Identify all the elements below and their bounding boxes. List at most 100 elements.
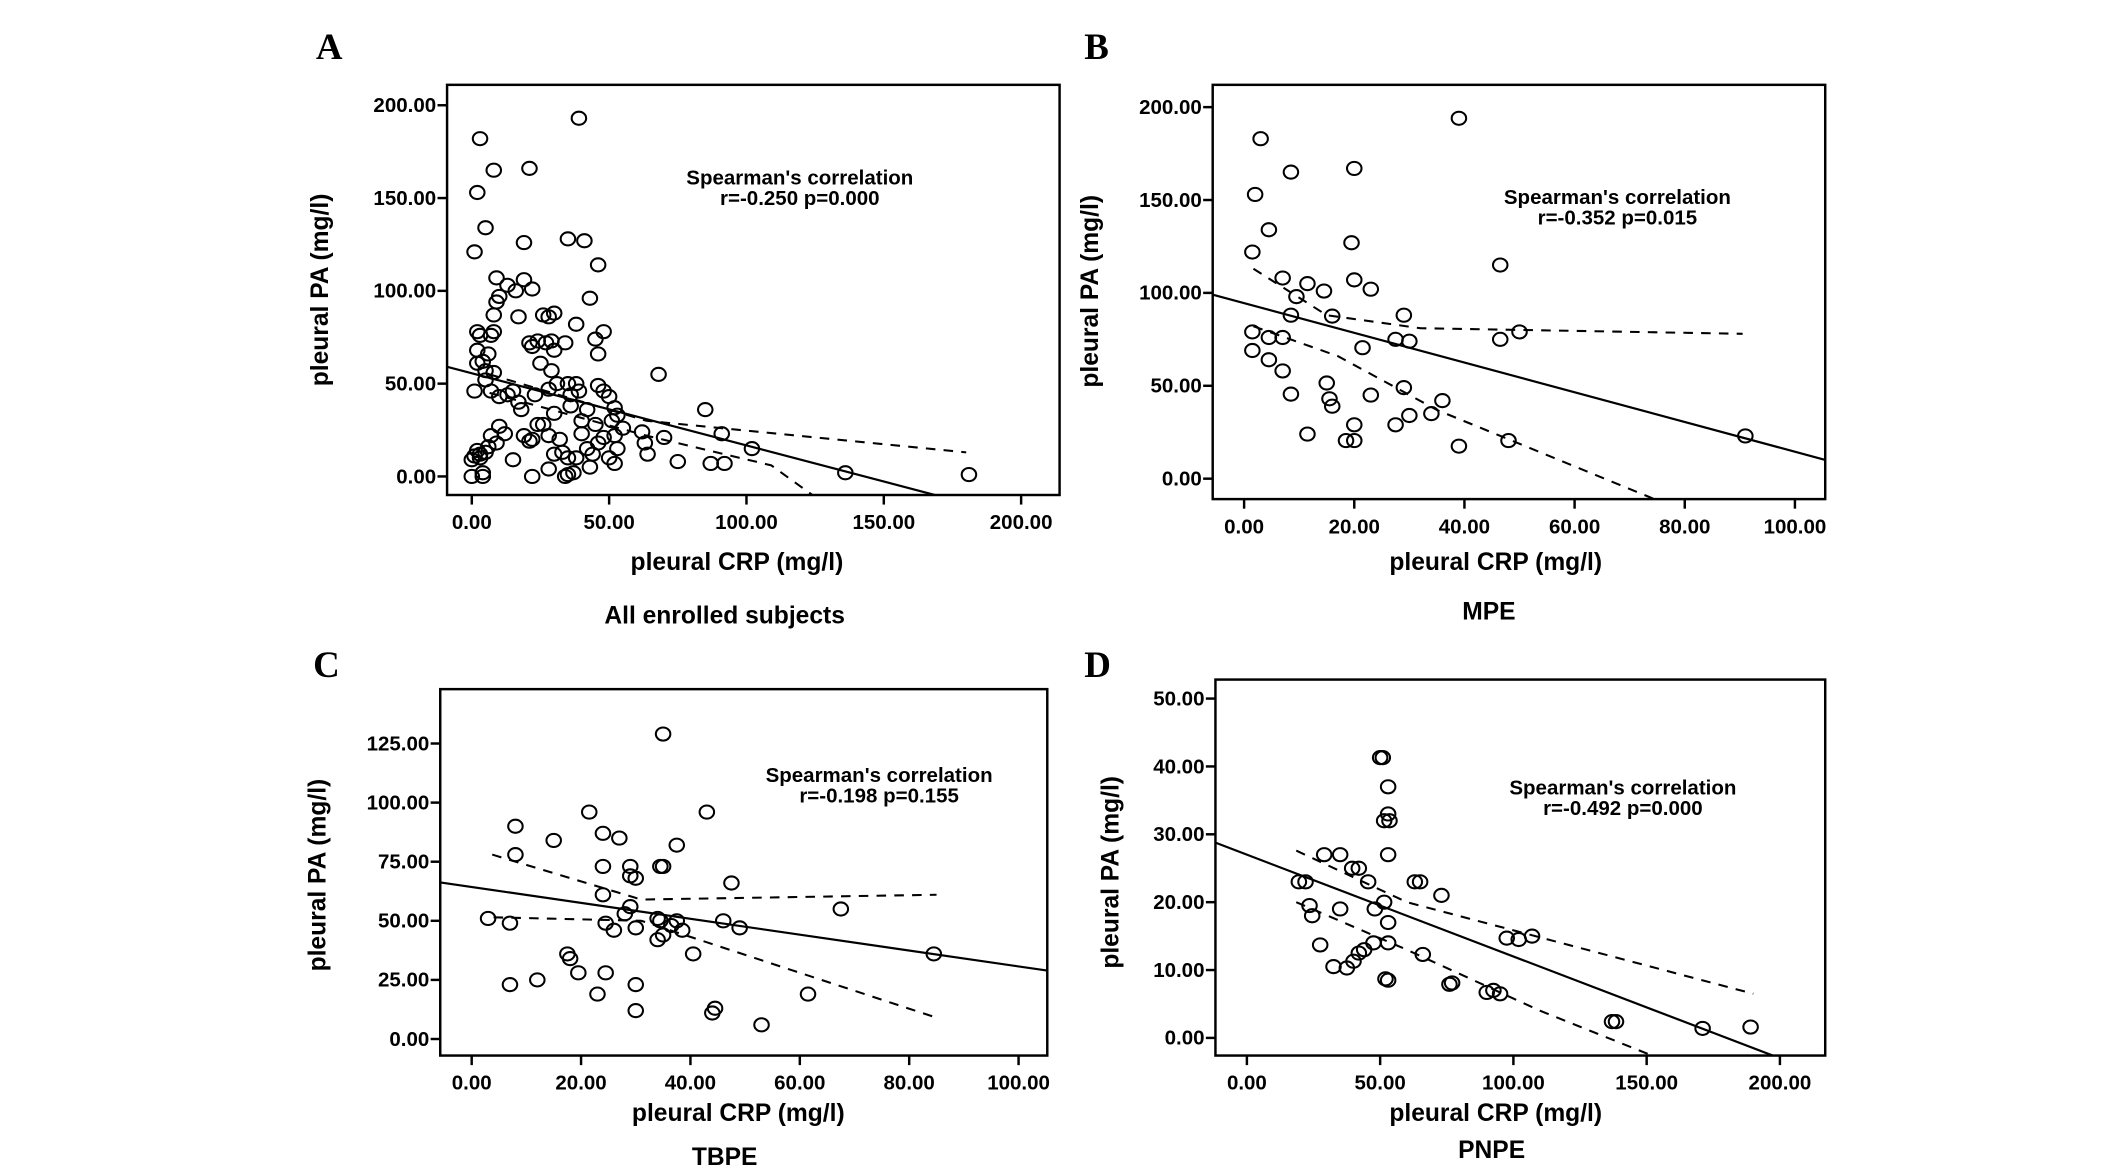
data-point — [1411, 874, 1429, 890]
data-point — [469, 184, 486, 201]
data-point — [485, 307, 503, 323]
data-point — [1321, 391, 1338, 407]
panel-letter: A — [316, 26, 343, 67]
data-point — [523, 281, 541, 297]
data-point — [1345, 272, 1363, 288]
plot-frame — [1211, 83, 1827, 501]
confidence-band-upper — [491, 853, 937, 901]
data-point — [545, 305, 563, 321]
data-point — [1323, 398, 1341, 414]
data-point — [1325, 959, 1342, 975]
data-point — [627, 977, 645, 993]
data-point — [463, 452, 481, 468]
y-tick-label: 50.00 — [1150, 375, 1201, 398]
data-point — [799, 986, 817, 1002]
x-axis-label: pleural CRP (mg/l) — [631, 549, 844, 576]
data-point — [669, 454, 687, 470]
regression-line — [1215, 841, 1776, 1056]
data-point — [521, 160, 538, 176]
y-tick-label: 200.00 — [1139, 96, 1202, 119]
data-point — [1366, 901, 1384, 917]
data-point — [594, 858, 612, 875]
data-point — [496, 426, 514, 442]
data-point — [606, 455, 623, 472]
data-point — [1379, 972, 1397, 988]
data-point — [1450, 110, 1468, 126]
data-point — [1252, 131, 1269, 147]
data-point — [1500, 432, 1517, 449]
correlation-stats: r=-0.250 p=0.000 — [720, 187, 880, 210]
data-point — [507, 847, 524, 863]
y-axis-label: pleural PA (mg/l) — [1077, 195, 1104, 388]
data-point — [529, 416, 546, 433]
data-point — [562, 398, 579, 414]
data-point — [482, 327, 500, 343]
data-point — [1387, 417, 1404, 433]
data-point — [960, 466, 978, 483]
data-point — [477, 363, 494, 379]
data-point — [543, 363, 560, 379]
panel-caption: MPE — [1462, 598, 1515, 625]
data-point — [609, 441, 626, 457]
data-point — [627, 1003, 645, 1019]
data-point — [1345, 432, 1363, 449]
data-point — [606, 428, 623, 444]
data-point — [1365, 935, 1382, 951]
data-point — [597, 915, 614, 931]
data-point — [504, 452, 522, 468]
data-point — [556, 335, 574, 351]
data-point — [639, 446, 656, 462]
data-point — [540, 428, 557, 444]
data-point — [570, 383, 588, 399]
data-point — [561, 951, 579, 967]
data-point — [490, 389, 508, 405]
data-point — [521, 433, 538, 449]
y-tick-label: 150.00 — [373, 187, 436, 210]
data-point — [529, 972, 546, 988]
y-tick-label: 0.00 — [1162, 468, 1202, 491]
data-point — [925, 946, 943, 962]
data-point — [515, 272, 533, 288]
data-point — [633, 424, 651, 440]
plot-area — [1215, 750, 1776, 1056]
data-point — [1311, 937, 1329, 953]
data-point — [1290, 874, 1308, 890]
data-point — [1260, 222, 1278, 238]
x-tick-label: 40.00 — [665, 1072, 716, 1095]
x-tick-label: 0.00 — [1227, 1072, 1267, 1095]
data-point — [655, 429, 673, 446]
data-point — [603, 413, 621, 429]
data-point — [510, 394, 527, 410]
data-point — [559, 376, 577, 392]
data-point — [605, 922, 623, 938]
correlation-stats: r=-0.352 p=0.015 — [1538, 206, 1698, 229]
data-point — [1244, 342, 1261, 359]
y-tick-label: 40.00 — [1153, 755, 1204, 778]
data-point — [731, 920, 748, 936]
data-point — [474, 465, 492, 481]
data-point — [698, 804, 716, 820]
data-point — [1374, 750, 1392, 766]
data-point — [1343, 235, 1360, 251]
data-point — [587, 331, 604, 347]
data-point — [595, 429, 612, 446]
data-point — [1323, 308, 1341, 324]
data-point — [1381, 813, 1398, 829]
data-point — [526, 387, 544, 403]
data-point — [595, 324, 612, 340]
data-point — [1282, 307, 1300, 323]
data-point — [512, 402, 530, 418]
y-axis-label: pleural PA (mg/l) — [1097, 776, 1124, 969]
confidence-band-lower — [1253, 325, 1655, 500]
data-point — [589, 986, 606, 1002]
data-point — [570, 110, 588, 126]
data-point — [1301, 897, 1318, 914]
data-point — [594, 825, 612, 841]
data-point — [580, 804, 598, 820]
correlation-title: Spearman's correlation — [1509, 776, 1736, 799]
y-tick-label: 25.00 — [378, 969, 429, 992]
data-point — [477, 372, 494, 388]
data-point — [611, 830, 628, 846]
data-point — [1379, 914, 1397, 931]
